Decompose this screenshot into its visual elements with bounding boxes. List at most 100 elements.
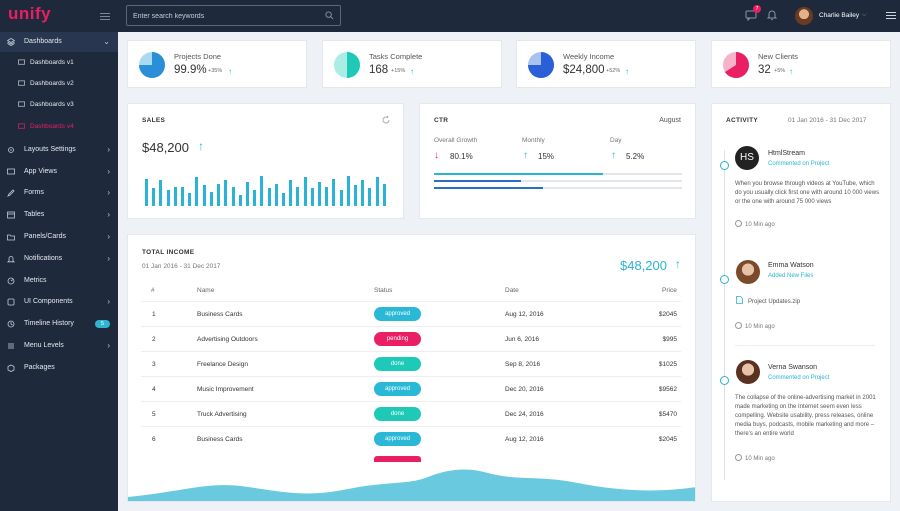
sidebar-item-label: Packages (24, 364, 55, 371)
chevron-right-icon: › (107, 167, 110, 176)
activity-text: When you browse through videos at YouTub… (735, 181, 880, 205)
column-header-price[interactable]: Price (662, 287, 677, 294)
pencil-icon (7, 189, 15, 197)
sidebar-subitem-dashboards-v2[interactable]: Dashboards v2 (0, 75, 118, 93)
sidebar-item-app-views[interactable]: App Views › (0, 162, 118, 182)
notification-badge: 7 (753, 5, 761, 13)
sidebar-item-dashboards[interactable]: Dashboards ⌄ (0, 32, 118, 52)
sidebar-item-metrics[interactable]: Metrics (0, 271, 118, 291)
row-price: $2045 (658, 311, 677, 318)
sales-bar (231, 186, 235, 206)
status-badge[interactable]: pending (374, 332, 421, 346)
sales-bar (382, 183, 386, 206)
sales-bar (188, 193, 192, 206)
search-input[interactable] (133, 9, 318, 23)
status-badge (374, 456, 421, 462)
column-header-date[interactable]: Date (505, 287, 519, 294)
stat-value: 99.9% (174, 64, 207, 76)
user-name[interactable]: Charlie Bailey (819, 12, 860, 19)
table-row[interactable]: 1 Business Cards approved Aug 12, 2016 $2045 (141, 301, 681, 326)
table-row[interactable]: 6 Business Cards approved Aug 12, 2016 $2045 (141, 426, 681, 451)
activity-name[interactable]: HtmlStream (768, 150, 805, 157)
income-date-range[interactable]: 01 Jan 2016 - 31 Dec 2017 (142, 263, 221, 270)
row-date: Dec 24, 2016 (505, 411, 544, 418)
status-badge[interactable]: approved (374, 382, 421, 396)
layers-icon (7, 38, 15, 46)
divider (735, 345, 875, 346)
arrow-up-icon: ↑ (198, 139, 204, 153)
sidebar-toggle-icon[interactable] (100, 13, 110, 22)
sidebar-item-label: UI Components (24, 298, 73, 305)
search-icon[interactable] (325, 11, 334, 20)
chat-icon[interactable]: 7 (745, 5, 761, 22)
activity-file[interactable]: Project Updates.zip (736, 296, 800, 305)
sales-value: $48,200 (142, 140, 189, 155)
count-badge: 5 (94, 320, 110, 328)
status-badge[interactable]: done (374, 357, 421, 371)
column-header-name[interactable]: Name (197, 287, 215, 294)
activity-action[interactable]: Added New Files (768, 273, 814, 279)
monitor-icon (18, 101, 25, 107)
sales-card: SALES $48,200 ↑ (127, 103, 404, 219)
column-header-status[interactable]: Status (374, 287, 393, 294)
status-badge[interactable]: approved (374, 307, 421, 321)
sidebar-item-forms[interactable]: Forms › (0, 183, 118, 203)
table-row[interactable]: 2 Advertising Outdoors pending Jun 6, 2016 $… (141, 326, 681, 351)
activity-action[interactable]: Commented on Project (768, 161, 830, 167)
sales-bar (289, 180, 293, 206)
avatar[interactable] (736, 260, 760, 284)
sidebar-item-menu-levels[interactable]: Menu Levels › (0, 336, 118, 356)
sales-bar (310, 188, 314, 206)
chevron-right-icon: › (107, 232, 110, 241)
sidebar-item-layouts-settings[interactable]: Layouts Settings › (0, 140, 118, 160)
chevron-down-icon[interactable]: ⌵ (862, 12, 867, 18)
row-price: $9562 (658, 386, 677, 393)
row-number: 4 (152, 386, 156, 393)
activity-time: 10 Min ago (735, 220, 775, 228)
activity-date-range[interactable]: 01 Jan 2016 - 31 Dec 2017 (788, 117, 867, 124)
bell-icon[interactable] (766, 9, 778, 21)
sales-bar (195, 177, 199, 206)
row-date: Sep 8, 2016 (505, 361, 541, 368)
avatar[interactable] (736, 360, 760, 384)
sidebar-item-panels-cards[interactable]: Panels/Cards › (0, 227, 118, 247)
brand-logo[interactable]: unify (8, 4, 51, 24)
income-value: $48,200 (620, 258, 667, 273)
status-badge[interactable]: done (374, 407, 421, 421)
row-price: $2045 (658, 436, 677, 443)
table-row[interactable]: 5 Truck Advertising done Dec 24, 2016 $5470 (141, 401, 681, 426)
ctr-month[interactable]: August (659, 117, 681, 124)
sidebar-item-tables[interactable]: Tables › (0, 205, 118, 225)
puzzle-icon (7, 298, 15, 306)
folder-icon (7, 234, 15, 241)
status-badge[interactable]: approved (374, 432, 421, 446)
chevron-down-icon: ⌄ (103, 37, 110, 46)
activity-card: ACTIVITY 01 Jan 2016 - 31 Dec 2017 (711, 103, 891, 502)
menu-icon[interactable] (886, 12, 896, 21)
pie-chart-icon (139, 52, 165, 78)
arrow-up-icon: ↑ (228, 67, 232, 76)
sidebar-subitem-dashboards-v4[interactable]: Dashboards v4 (0, 118, 118, 136)
sidebar-item-notifications[interactable]: Notifications › (0, 249, 118, 269)
sidebar-item-ui-components[interactable]: UI Components › (0, 292, 118, 312)
sidebar-subitem-dashboards-v3[interactable]: Dashboards v3 (0, 96, 118, 114)
activity-name[interactable]: Emma Watson (768, 262, 814, 269)
refresh-icon[interactable] (381, 115, 391, 125)
sidebar-item-label: Dashboards (24, 38, 62, 45)
sidebar-item-timeline-history[interactable]: Timeline History 5 (0, 314, 118, 334)
sales-bar (245, 182, 249, 206)
sidebar-subitem-dashboards-v1[interactable]: Dashboards v1 (0, 54, 118, 72)
table-row[interactable]: 3 Freelance Design done Sep 8, 2016 $1025 (141, 351, 681, 376)
avatar[interactable]: HS (735, 146, 759, 170)
monitor-icon (18, 59, 25, 65)
activity-text: The collapse of the online-advertising m… (735, 395, 876, 437)
stat-card-projects: Projects Done 99.9% +35% ↑ (127, 40, 307, 88)
activity-name[interactable]: Verna Swanson (768, 364, 818, 371)
sidebar-item-packages[interactable]: Packages (0, 358, 118, 378)
table-row[interactable]: 4 Music Improvement approved Dec 20, 2016 $9… (141, 376, 681, 401)
ctr-metric-value: 15% (538, 152, 555, 161)
sales-bar-chart (145, 174, 390, 206)
user-avatar[interactable] (795, 7, 813, 25)
activity-action[interactable]: Commented on Project (768, 375, 830, 381)
sidebar-item-label: Forms (24, 189, 44, 196)
